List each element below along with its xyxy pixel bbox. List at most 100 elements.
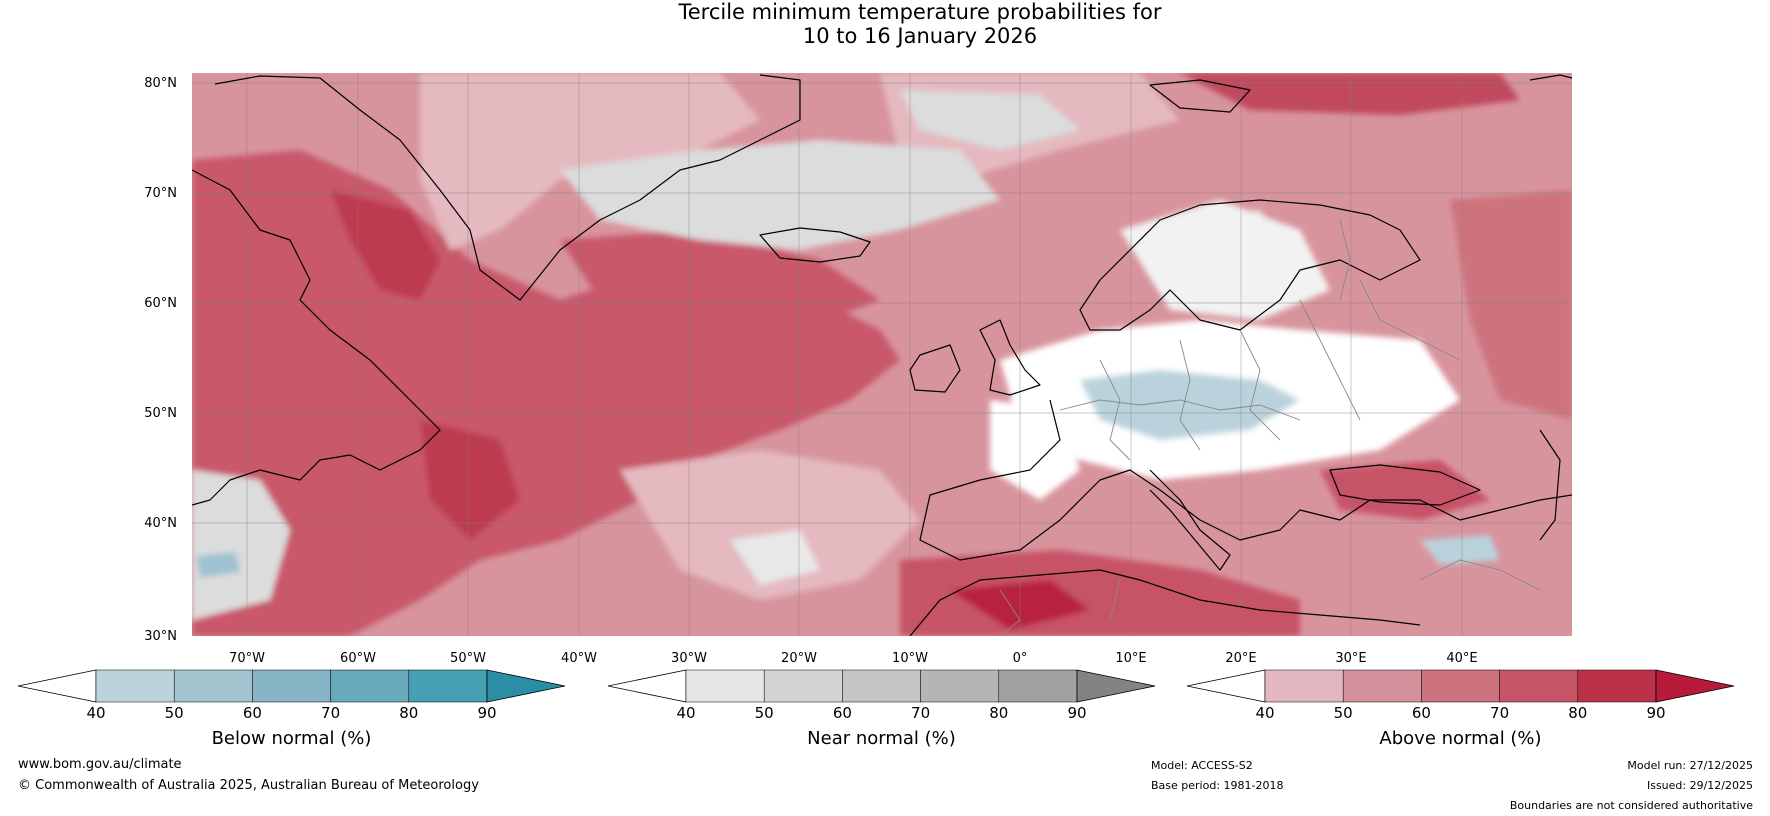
longitude-labels: 70°W 60°W 50°W 40°W 30°W 20°W 10°W 0° 10°E 20°E 30…	[229, 651, 1478, 666]
coast-scandinavia	[1079, 199, 1421, 331]
above-strong-east	[1450, 190, 1572, 420]
white-west-europe	[990, 400, 1080, 500]
colorbar-tick-label: 80	[399, 704, 418, 722]
colorbar-segment	[1421, 669, 1500, 703]
above-strong-northatlantic	[560, 230, 880, 330]
colorbar-tick-label: 90	[1067, 704, 1086, 722]
model-text: Model: ACCESS-S2	[1151, 759, 1253, 772]
colorbar-tick-label: 90	[477, 704, 496, 722]
latitude-label: 60°N	[144, 296, 177, 311]
near-normal-norway-sea	[900, 90, 1080, 150]
colorbar-segment	[685, 669, 765, 703]
above-max-labrador	[420, 420, 520, 540]
colorbar-tick-label: 50	[165, 704, 184, 722]
colorbar-tick-label: 40	[1255, 704, 1274, 722]
above-light-subtropics	[620, 450, 920, 600]
colorbar-tick-label: 50	[1334, 704, 1353, 722]
near-normal-southwest	[192, 470, 290, 620]
longitude-label: 70°W	[229, 651, 265, 666]
colorbar-lower-arrow	[1186, 669, 1266, 703]
colorbar-segment	[920, 669, 1000, 703]
colorbar-segment	[1499, 669, 1579, 703]
coast-blacksea	[1329, 464, 1481, 506]
above-light-north	[420, 73, 760, 250]
colorbar-tick-label: 60	[833, 704, 852, 722]
colorbars: 40 50 60 70 80 90 Below normal (%) 40 50 60 70 80 90…	[17, 669, 1735, 749]
colorbar-lower-arrow	[607, 669, 687, 703]
colorbar-below: 40 50 60 70 80 90 Below normal (%)	[17, 669, 566, 749]
near-normal-icelandsea	[560, 140, 1000, 250]
probability-shading	[192, 73, 1572, 636]
below-normal-southwest	[196, 552, 240, 578]
issued-text: Issued: 29/12/2025	[1646, 779, 1753, 792]
colorbar-segment	[1264, 669, 1344, 703]
colorbar-upper-arrow	[1655, 669, 1735, 703]
colorbar-segment	[173, 669, 253, 703]
colorbar-segment	[998, 669, 1078, 703]
coast-ireland	[909, 344, 961, 393]
colorbar-tick-label: 80	[989, 704, 1008, 722]
coast-continent	[919, 399, 1572, 561]
below-normal-turkey	[1420, 535, 1500, 565]
coast-caspian	[1539, 429, 1561, 541]
longitude-label: 10°E	[1115, 651, 1146, 666]
colorbar-lower-arrow	[17, 669, 97, 703]
coast-iceland	[759, 227, 871, 263]
disclaimer-text: Boundaries are not considered authoritat…	[1509, 799, 1753, 812]
colorbar-above: 40 50 60 70 80 90 Above normal (%)	[1186, 669, 1735, 749]
map-panel	[192, 73, 1572, 636]
colorbar-segment	[330, 669, 410, 703]
longitude-label: 20°W	[781, 651, 817, 666]
colorbar-tick-label: 70	[321, 704, 340, 722]
coast-italy	[1149, 469, 1231, 571]
coast-svalbard	[1149, 79, 1251, 113]
colorbar-segment	[252, 669, 331, 703]
coastlines	[192, 74, 1572, 636]
colorbar-tick-label: 70	[1490, 704, 1509, 722]
colorbar-upper-arrow	[1076, 669, 1156, 703]
colorbar-title: Below normal (%)	[212, 728, 372, 749]
latitude-label: 50°N	[144, 406, 177, 421]
above-max-west	[330, 190, 440, 300]
longitude-label: 40°W	[561, 651, 597, 666]
white-scandinavia	[1120, 200, 1330, 320]
latitude-label: 40°N	[144, 516, 177, 531]
colorbar-segment	[95, 669, 175, 703]
colorbar-tick-label: 80	[1568, 704, 1587, 722]
base-period-text: Base period: 1981-2018	[1151, 779, 1284, 792]
longitude-label: 30°E	[1335, 651, 1366, 666]
latitude-labels: 80°N 70°N 60°N 50°N 40°N 30°N	[144, 76, 177, 644]
colorbar-upper-arrow	[486, 669, 566, 703]
colorbar-segment	[763, 669, 843, 703]
coast-africa	[909, 569, 1421, 636]
colorbar-title: Above normal (%)	[1379, 728, 1541, 749]
colorbar-segment	[842, 669, 921, 703]
longitude-label: 30°W	[671, 651, 707, 666]
latitude-label: 70°N	[144, 186, 177, 201]
below-normal-central-europe	[1080, 370, 1300, 440]
colorbar-segment	[1577, 669, 1657, 703]
colorbar-title: Near normal (%)	[807, 728, 956, 749]
model-run-text: Model run: 27/12/2025	[1627, 759, 1753, 772]
graticule	[192, 73, 1572, 636]
latitude-label: 30°N	[144, 629, 177, 644]
coast-britain	[979, 319, 1041, 396]
colorbar-tick-label: 90	[1646, 704, 1665, 722]
colorbar-segment	[1342, 669, 1422, 703]
longitude-label: 60°W	[340, 651, 376, 666]
website-link[interactable]: www.bom.gov.au/climate	[18, 757, 182, 772]
national-borders	[999, 219, 1541, 636]
title-line-1: Tercile minimum temperature probabilitie…	[678, 0, 1162, 24]
coast-canada	[192, 169, 441, 506]
coast-novaya	[1529, 74, 1572, 81]
copyright-text: © Commonwealth of Australia 2025, Austra…	[18, 778, 479, 793]
title-line-2: 10 to 16 January 2026	[802, 24, 1038, 48]
colorbar-near: 40 50 60 70 80 90 Near normal (%)	[607, 669, 1156, 749]
chart-title: Tercile minimum temperature probabilitie…	[0, 0, 1770, 48]
colorbar-tick-label: 60	[243, 704, 262, 722]
colorbar-segment	[408, 669, 488, 703]
latitude-label: 80°N	[144, 76, 177, 91]
longitude-label: 40°E	[1446, 651, 1477, 666]
coast-greenland	[214, 74, 801, 301]
